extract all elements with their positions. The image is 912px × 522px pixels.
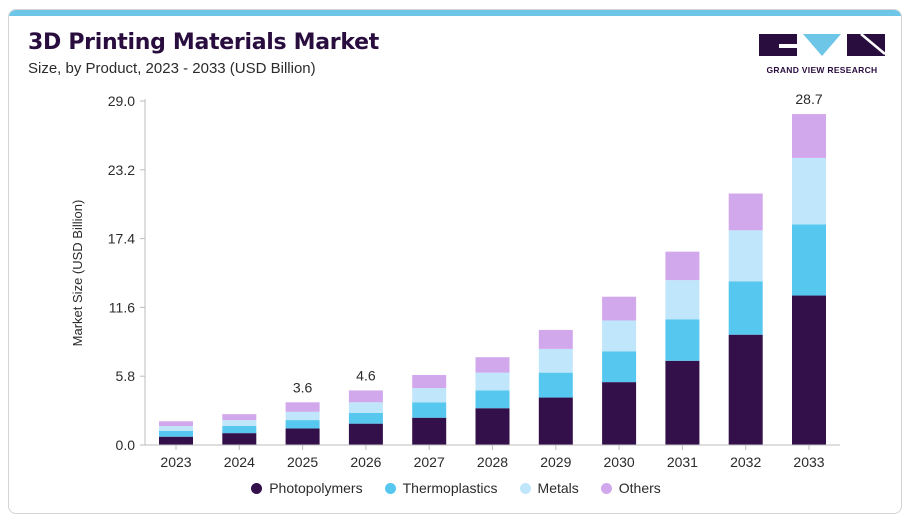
bar-segment-others (475, 357, 510, 373)
bar-segment-others (222, 414, 257, 421)
legend-item-photopolymers: Photopolymers (251, 480, 363, 496)
bar-segment-metals (728, 230, 763, 282)
legend-swatch (519, 482, 531, 494)
y-tick-label: 5.8 (116, 368, 136, 384)
logo-v-triangle (803, 34, 841, 56)
bar-segment-others (348, 390, 383, 403)
bar-segment-thermoplastics (412, 402, 447, 418)
bar-segment-others (159, 421, 193, 427)
bar-segment-thermoplastics (222, 426, 257, 434)
legend-item-metals: Metals (519, 480, 579, 496)
bar-segment-metals (475, 372, 510, 391)
chart-legend: Photopolymers Thermoplastics Metals Others (9, 480, 901, 496)
bar-segment-photopolymers (222, 433, 257, 445)
bar-segment-others (285, 402, 320, 412)
legend-item-others: Others (600, 480, 661, 496)
bar-segment-thermoplastics (475, 390, 510, 409)
y-tick-label: 23.2 (108, 162, 135, 178)
data-label: 28.7 (795, 91, 822, 107)
y-tick-label: 17.4 (108, 231, 135, 247)
logo-g-notch (779, 44, 797, 48)
bar-segment-thermoplastics (665, 319, 700, 361)
bar-segment-photopolymers (538, 397, 573, 445)
bar-segment-thermoplastics (538, 372, 573, 398)
bar-segment-others (728, 193, 763, 231)
legend-label: Thermoplastics (402, 480, 498, 496)
legend-label: Photopolymers (269, 480, 363, 496)
x-tick-label: 2027 (414, 454, 445, 470)
bar-segment-others (602, 296, 637, 321)
data-label: 4.6 (356, 367, 376, 383)
bar-segment-thermoplastics (348, 412, 383, 424)
x-tick-label: 2032 (730, 454, 761, 470)
bar-segment-thermoplastics (792, 224, 826, 296)
legend-item-thermoplastics: Thermoplastics (384, 480, 498, 496)
bar-segment-thermoplastics (159, 430, 193, 437)
data-label: 3.6 (293, 379, 313, 395)
legend-swatch (384, 482, 396, 494)
logo-r-block (847, 34, 885, 56)
bar-segment-photopolymers (348, 423, 383, 445)
bar-segment-metals (665, 280, 700, 320)
logo-r-slash (860, 33, 886, 55)
bar-segment-others (665, 251, 700, 281)
bar-segment-metals (538, 348, 573, 373)
bar-segment-thermoplastics (602, 351, 637, 383)
logo-g-block (759, 34, 797, 56)
legend-swatch (600, 482, 612, 494)
bar-segment-metals (602, 320, 637, 352)
logo-wordmark: GRAND VIEW RESEARCH (766, 65, 878, 75)
x-tick-label: 2024 (224, 454, 255, 470)
bar-segment-thermoplastics (285, 420, 320, 429)
legend-label: Metals (537, 480, 579, 496)
bar-segment-metals (159, 426, 193, 431)
bar-segment-metals (348, 402, 383, 413)
bar-segment-others (538, 329, 573, 349)
stacked-bar-chart: 0.0 5.8 11.6 17.4 23.2 29.0 Market Size (USD B… (70, 91, 840, 470)
bar-segment-photopolymers (792, 295, 826, 445)
bar-segment-metals (285, 411, 320, 421)
bar-segment-thermoplastics (728, 281, 763, 335)
x-tick-label: 2029 (540, 454, 571, 470)
chart-title: 3D Printing Materials Market (28, 30, 379, 55)
bar-segment-photopolymers (475, 408, 510, 445)
chart-card: 3D Printing Materials Market Size, by Pr… (8, 9, 902, 514)
chart-subtitle: Size, by Product, 2023 - 2033 (USD Billi… (28, 60, 316, 77)
legend-label: Others (618, 480, 661, 496)
bar-segment-photopolymers (728, 334, 763, 445)
bar-segment-metals (412, 388, 447, 403)
x-tick-label: 2023 (160, 454, 191, 470)
bar-segment-photopolymers (665, 360, 700, 445)
x-tick-label: 2031 (667, 454, 698, 470)
x-tick-label: 2033 (793, 454, 824, 470)
grand-view-research-logo: GRAND VIEW RESEARCH (757, 32, 887, 82)
bar-segment-photopolymers (159, 436, 193, 445)
x-tick-label: 2028 (477, 454, 508, 470)
bar-segment-metals (792, 157, 826, 225)
y-axis-label: Market Size (USD Billion) (70, 200, 85, 347)
bar-segment-photopolymers (412, 417, 447, 445)
x-tick-label: 2025 (287, 454, 318, 470)
bar-segment-photopolymers (602, 382, 637, 445)
bar-segment-others (412, 375, 447, 389)
y-tick-label: 0.0 (116, 437, 136, 453)
y-tick-label: 11.6 (109, 299, 135, 315)
bar-segment-others (792, 114, 826, 158)
accent-bar (9, 10, 901, 16)
bar-segment-photopolymers (285, 428, 320, 445)
x-tick-label: 2026 (350, 454, 381, 470)
y-tick-label: 29.0 (108, 93, 135, 109)
bar-segment-metals (222, 420, 257, 427)
legend-swatch (251, 482, 263, 494)
gvr-logo-mark (759, 33, 886, 56)
x-tick-label: 2030 (604, 454, 635, 470)
